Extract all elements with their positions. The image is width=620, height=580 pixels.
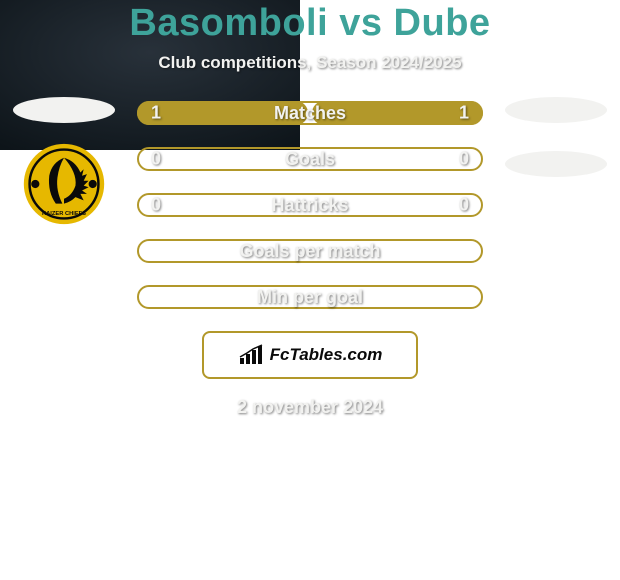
- stat-bar: 0 0 Goals: [137, 147, 483, 171]
- subtitle: Club competitions, Season 2024/2025: [0, 53, 620, 73]
- stat-label: Goals: [285, 149, 335, 170]
- stat-value-right: 1: [459, 103, 469, 124]
- stat-bar: Goals per match: [137, 239, 483, 263]
- brand-text: FcTables.com: [270, 345, 383, 365]
- page-title: Basomboli vs Dube: [0, 2, 620, 45]
- comparison-row: KAIZER CHIEFS 1 1 Matches 0 0 Goals 0 0 Hattrick…: [0, 101, 620, 309]
- svg-text:KAIZER CHIEFS: KAIZER CHIEFS: [42, 211, 86, 217]
- stat-value-left: 0: [151, 149, 161, 170]
- stat-bar: 1 1 Matches: [137, 101, 483, 125]
- club-badge-left: KAIZER CHIEFS: [23, 143, 105, 225]
- stat-value-left: 0: [151, 195, 161, 216]
- right-player-col: [501, 97, 611, 177]
- stat-value-left: 1: [151, 103, 161, 124]
- stat-bar: Min per goal: [137, 285, 483, 309]
- stat-label: Hattricks: [271, 195, 348, 216]
- player-placeholder-right-1: [505, 97, 607, 123]
- stat-label: Min per goal: [257, 287, 363, 308]
- stat-bars: 1 1 Matches 0 0 Goals 0 0 Hattricks Goals per mat…: [137, 101, 483, 309]
- bar-chart-icon: [238, 344, 266, 366]
- kaizer-chiefs-icon: KAIZER CHIEFS: [23, 143, 105, 225]
- stat-value-right: 0: [459, 149, 469, 170]
- stat-bar: 0 0 Hattricks: [137, 193, 483, 217]
- date-text: 2 november 2024: [0, 397, 620, 418]
- player-placeholder-right-2: [505, 151, 607, 177]
- stat-label: Goals per match: [239, 241, 380, 262]
- stat-label: Matches: [274, 103, 346, 124]
- stat-value-right: 0: [459, 195, 469, 216]
- brand-badge[interactable]: FcTables.com: [202, 331, 418, 379]
- player-placeholder-left: [13, 97, 115, 123]
- left-player-col: KAIZER CHIEFS: [9, 97, 119, 225]
